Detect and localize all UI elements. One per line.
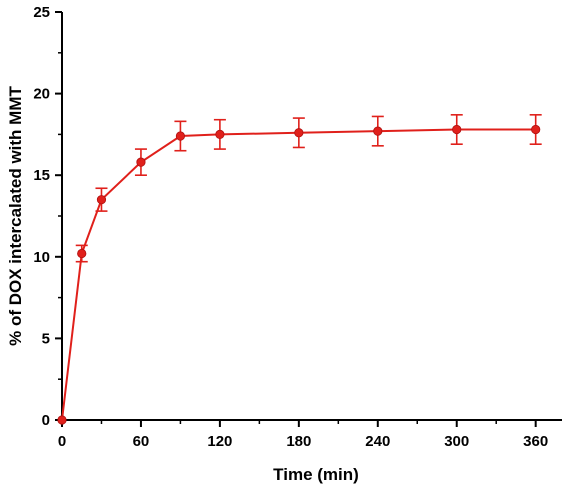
x-tick-label: 180	[286, 433, 311, 450]
y-tick-label: 0	[42, 412, 50, 429]
x-tick-label: 60	[133, 433, 150, 450]
data-point	[136, 157, 146, 167]
x-tick-label: 120	[207, 433, 232, 450]
data-point	[96, 195, 107, 205]
data-point	[175, 131, 186, 141]
data-point	[77, 248, 87, 259]
y-tick-label: 15	[33, 167, 50, 184]
data-point	[531, 124, 541, 135]
data-point	[294, 128, 304, 138]
x-tick-label: 240	[365, 433, 390, 450]
data-point	[373, 126, 383, 136]
series-line	[61, 128, 536, 421]
y-axis-ticks: 0 5 10 15 20 25	[33, 4, 62, 429]
y-tick-label: 20	[33, 86, 50, 103]
series-layer	[57, 114, 542, 425]
axes	[61, 12, 562, 421]
data-point	[452, 124, 462, 135]
x-tick-label: 0	[58, 433, 66, 450]
y-tick-label: 5	[42, 330, 50, 347]
y-tick-label: 25	[33, 4, 50, 21]
y-axis-label: % of DOX intercalated with MMT	[6, 86, 25, 346]
data-point	[215, 129, 225, 139]
x-axis-ticks: 0 60 120 180 240 300 360	[58, 420, 548, 450]
x-axis-label: Time (min)	[273, 465, 359, 484]
x-tick-label: 300	[444, 433, 469, 450]
data-point	[57, 415, 67, 425]
y-tick-label: 10	[33, 249, 50, 266]
x-tick-label: 360	[523, 433, 548, 450]
